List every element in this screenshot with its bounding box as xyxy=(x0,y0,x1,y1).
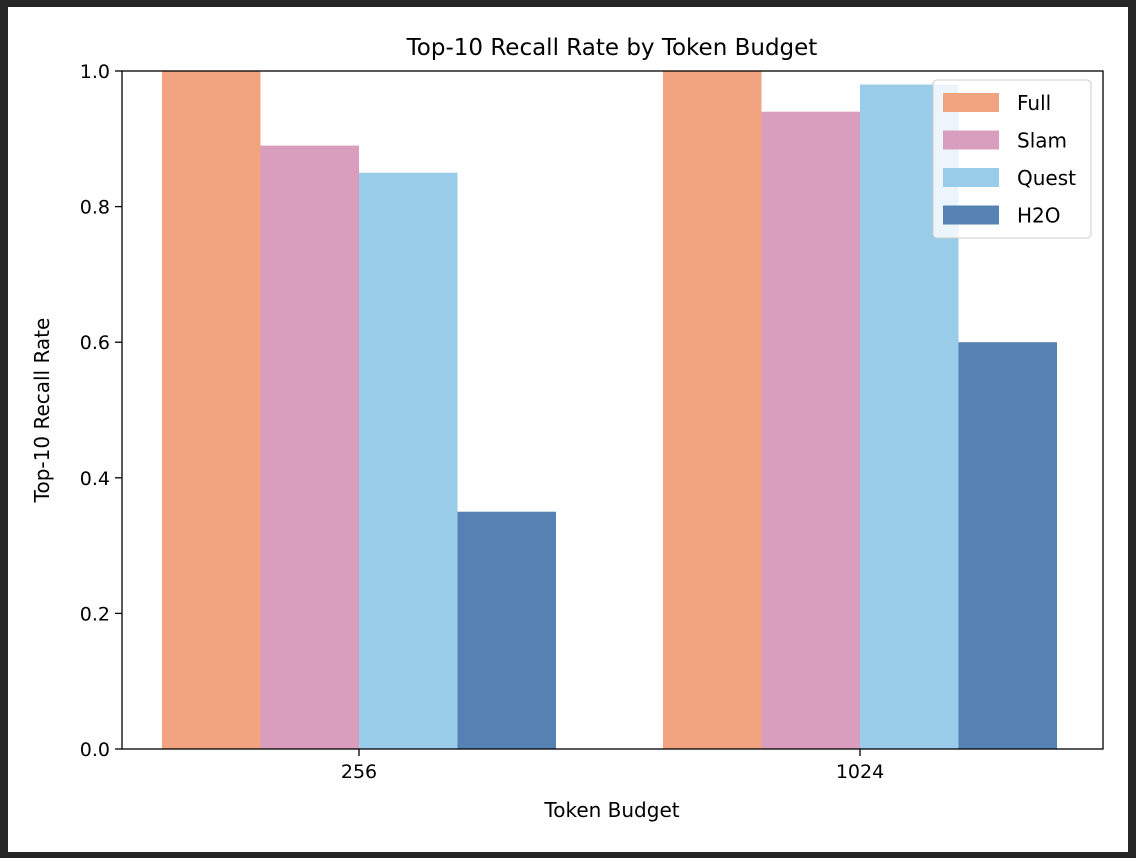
bar-slam-1024 xyxy=(761,111,860,750)
bar-h2o-1024 xyxy=(958,342,1057,749)
legend: Full Slam Quest H2O xyxy=(932,79,1092,239)
chart-figure: Top-10 Recall Rate by Token Budget 0.0 0.… xyxy=(8,7,1128,852)
bar-quest-256 xyxy=(359,172,458,749)
bar-h2o-256 xyxy=(457,511,556,749)
bar-full-1024 xyxy=(663,71,762,749)
y-tick-label: 0.8 xyxy=(80,197,110,219)
bar-full-256 xyxy=(162,71,261,749)
legend-swatch-h2o xyxy=(943,205,999,225)
y-tick-label: 1.0 xyxy=(80,61,110,83)
x-axis: 256 1024 xyxy=(341,749,884,783)
legend-swatch-quest xyxy=(943,168,999,187)
y-tick-label: 0.0 xyxy=(80,739,110,761)
legend-box xyxy=(932,79,1092,239)
legend-label-quest: Quest xyxy=(1017,166,1076,190)
bar-chart: Top-10 Recall Rate by Token Budget 0.00.… xyxy=(30,35,1104,822)
legend-label-slam: Slam xyxy=(1017,129,1067,153)
legend-swatch-full xyxy=(943,93,999,112)
chart-title: Top-10 Recall Rate by Token Budget xyxy=(406,35,818,61)
y-axis-label: Top-10 Recall Rate xyxy=(30,318,54,504)
y-axis: 0.0 0.2 0.4 0.6 0.8 1.0 xyxy=(80,61,122,761)
legend-swatch-slam xyxy=(943,130,999,150)
x-tick-label-256: 256 xyxy=(341,761,377,783)
legend-label-full: Full xyxy=(1017,91,1051,115)
legend-label-h2o: H2O xyxy=(1017,204,1061,228)
bar-slam-256 xyxy=(260,145,359,749)
x-axis-label: Token Budget xyxy=(543,798,679,822)
y-tick-label: 0.6 xyxy=(80,332,110,354)
bars-group xyxy=(162,71,1057,750)
y-tick-label: 0.2 xyxy=(80,603,110,625)
plot-frame xyxy=(121,70,1104,750)
x-tick-label-1024: 1024 xyxy=(836,761,884,783)
y-tick-label: 0.4 xyxy=(80,468,110,490)
